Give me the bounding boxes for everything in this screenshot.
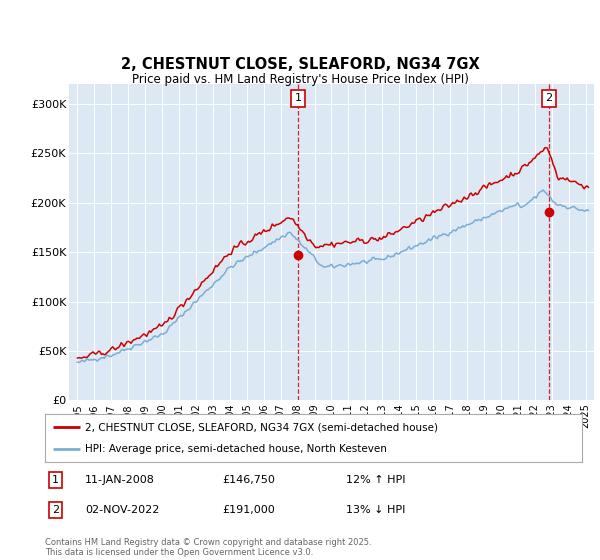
Text: 2: 2 <box>545 93 553 103</box>
Text: 12% ↑ HPI: 12% ↑ HPI <box>346 475 405 485</box>
Text: £146,750: £146,750 <box>222 475 275 485</box>
Text: 11-JAN-2008: 11-JAN-2008 <box>85 475 155 485</box>
Text: HPI: Average price, semi-detached house, North Kesteven: HPI: Average price, semi-detached house,… <box>85 444 387 454</box>
Text: Price paid vs. HM Land Registry's House Price Index (HPI): Price paid vs. HM Land Registry's House … <box>131 73 469 86</box>
Text: 13% ↓ HPI: 13% ↓ HPI <box>346 505 405 515</box>
Text: 1: 1 <box>52 475 59 485</box>
Text: 2: 2 <box>52 505 59 515</box>
Text: £191,000: £191,000 <box>222 505 275 515</box>
Text: 2, CHESTNUT CLOSE, SLEAFORD, NG34 7GX (semi-detached house): 2, CHESTNUT CLOSE, SLEAFORD, NG34 7GX (s… <box>85 422 438 432</box>
Text: 2, CHESTNUT CLOSE, SLEAFORD, NG34 7GX: 2, CHESTNUT CLOSE, SLEAFORD, NG34 7GX <box>121 57 479 72</box>
Text: 1: 1 <box>295 93 302 103</box>
Text: Contains HM Land Registry data © Crown copyright and database right 2025.
This d: Contains HM Land Registry data © Crown c… <box>45 538 371 557</box>
Text: 02-NOV-2022: 02-NOV-2022 <box>85 505 160 515</box>
